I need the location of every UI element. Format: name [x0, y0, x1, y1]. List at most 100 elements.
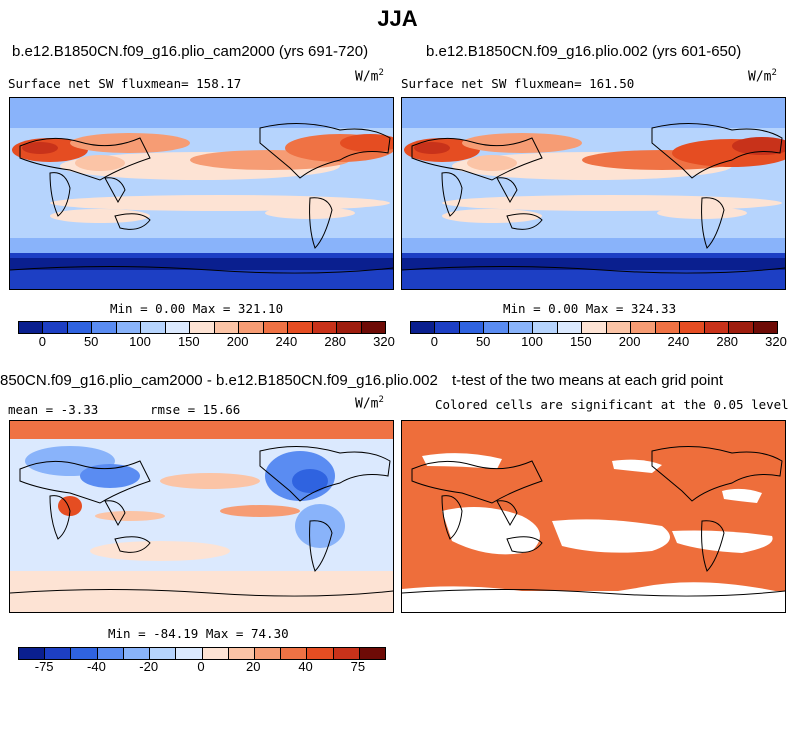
colorbar-segment: [19, 322, 44, 333]
colorbar-tick-label: 280: [716, 334, 739, 349]
colorbar-segment: [45, 648, 72, 659]
colorbar-tick-label: -75: [34, 659, 54, 674]
colorbar-tick-label: 150: [569, 334, 592, 349]
difference-title: 850CN.f09_g16.plio_cam2000 - b.e12.B1850…: [0, 372, 438, 389]
colorbar-segment: [92, 322, 117, 333]
map-sw-flux-plio002: [401, 97, 786, 290]
colorbar-segment: [43, 322, 68, 333]
colorbar-tick-label: 320: [373, 334, 395, 349]
colorbar-segment: [533, 322, 558, 333]
colorbar-segment: [508, 322, 534, 333]
colorbar-segment: [606, 322, 632, 333]
colorbar-segment: [557, 322, 583, 333]
colorbar-segment: [254, 648, 282, 659]
colorbar-segment: [263, 322, 289, 333]
colorbar-tick-label: 280: [324, 334, 347, 349]
units-text: W/m: [748, 69, 772, 85]
colorbar-segment: [680, 322, 705, 333]
colorbar-segment: [228, 648, 255, 659]
colorbar-segment: [459, 322, 485, 333]
colorbar-tick-label: 200: [618, 334, 641, 349]
case-title-right: b.e12.B1850CN.f09_g16.plio.002 (yrs 601-…: [426, 43, 742, 60]
variable-label-left: Surface net SW fluxmean= 158.17: [8, 76, 241, 91]
units-exponent: 2: [378, 395, 384, 405]
units-text: W/m: [355, 69, 379, 85]
variable-name: Surface net SW flux: [401, 76, 544, 91]
map-sw-flux-difference: [9, 420, 394, 613]
colorbar-segment: [19, 648, 46, 659]
colorbar-segment: [214, 322, 240, 333]
colorbar-tick-label: 320: [765, 334, 787, 349]
colorbar-tick-label: 240: [667, 334, 690, 349]
mean-value: mean= 158.17: [151, 76, 242, 91]
colorbar-tick-label: 150: [177, 334, 200, 349]
colorbar-segment: [281, 648, 308, 659]
colorbar-segment: [141, 322, 166, 333]
colorbar-segment: [123, 648, 151, 659]
diff-rmse: rmse = 15.66: [150, 402, 241, 417]
colorbar-tick-label: 0: [430, 334, 439, 349]
units-exponent: 2: [771, 68, 777, 78]
minmax-diff: Min = -84.19 Max = 74.30: [108, 626, 289, 641]
colorbar-tick-label: 40: [298, 659, 313, 674]
colorbar-segment: [239, 322, 264, 333]
units-text: W/m: [355, 396, 379, 412]
colorbar-tick-label: 100: [521, 334, 543, 349]
ttest-subtitle: Colored cells are significant at the 0.0…: [435, 397, 789, 412]
colorbar-segment: [361, 322, 386, 333]
colorbar-tick-label: -40: [87, 659, 106, 674]
case-title-left: b.e12.B1850CN.f09_g16.plio_cam2000 (yrs …: [12, 43, 369, 60]
units-label-left: W/m2: [355, 68, 384, 84]
colorbar-tick-label: -20: [139, 659, 159, 674]
map-ttest-significance: [401, 420, 786, 613]
colorbar-segment: [190, 322, 215, 333]
minmax-right: Min = 0.00 Max = 324.33: [503, 301, 677, 316]
colorbar-difference: [18, 647, 386, 660]
colorbar-segment: [359, 648, 386, 659]
colorbar-tick-label: 0: [38, 334, 47, 349]
page-title: JJA: [377, 6, 418, 31]
colorbar-tick-label: 20: [246, 659, 261, 674]
colorbar-top-left: [18, 321, 386, 334]
colorbar-tick-label: 50: [83, 334, 99, 349]
colorbar-segment: [150, 648, 177, 659]
colorbar-segment: [704, 322, 730, 333]
colorbar-segment: [176, 648, 203, 659]
colorbar-tick-label: 100: [129, 334, 151, 349]
minmax-left: Min = 0.00 Max = 321.10: [110, 301, 284, 316]
colorbar-segment: [67, 322, 93, 333]
colorbar-tick-label: 50: [475, 334, 491, 349]
colorbar-tick-label: 240: [275, 334, 298, 349]
colorbar-segment: [333, 648, 360, 659]
colorbar-top-right: [410, 321, 778, 334]
colorbar-tick-label: 0: [197, 659, 205, 674]
variable-name: Surface net SW flux: [8, 76, 151, 91]
colorbar-segment: [312, 322, 338, 333]
colorbar-segment: [71, 648, 98, 659]
mean-value: mean= 161.50: [544, 76, 635, 91]
units-label-diff: W/m2: [355, 395, 384, 411]
colorbar-segment: [729, 322, 754, 333]
colorbar-segment: [288, 322, 313, 333]
colorbar-segment: [655, 322, 681, 333]
ttest-title: t-test of the two means at each grid poi…: [452, 372, 723, 389]
colorbar-tick-label: 200: [226, 334, 249, 349]
colorbar-segment: [753, 322, 778, 333]
colorbar-segment: [307, 648, 334, 659]
colorbar-segment: [484, 322, 509, 333]
colorbar-segment: [337, 322, 362, 333]
colorbar-segment: [411, 322, 436, 333]
units-label-right: W/m2: [748, 68, 777, 84]
map-sw-flux-cam2000: [9, 97, 394, 290]
colorbar-segment: [435, 322, 460, 333]
colorbar-segment: [165, 322, 191, 333]
colorbar-segment: [97, 648, 124, 659]
units-exponent: 2: [378, 68, 384, 78]
colorbar-segment: [202, 648, 229, 659]
diff-mean: mean = -3.33: [8, 402, 99, 417]
colorbar-segment: [631, 322, 656, 333]
variable-label-right: Surface net SW fluxmean= 161.50: [401, 76, 634, 91]
colorbar-tick-label: 75: [350, 659, 366, 674]
colorbar-segment: [116, 322, 142, 333]
colorbar-segment: [582, 322, 607, 333]
